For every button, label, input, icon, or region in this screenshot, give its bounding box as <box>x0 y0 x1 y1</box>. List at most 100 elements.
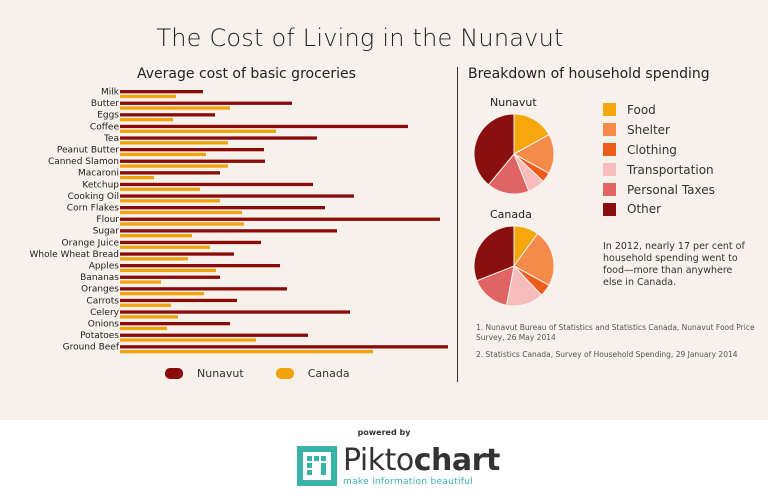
bar-canada <box>120 164 228 168</box>
bar-canada <box>120 303 171 307</box>
bar-canada <box>120 234 192 238</box>
category-label: Oranges <box>81 285 119 295</box>
pie-slice-shelter <box>513 232 555 286</box>
category-label: Eggs <box>97 111 119 121</box>
bar-nunavut <box>120 229 337 233</box>
category-label: Corn Flakes <box>67 204 120 214</box>
category-label: Orange Juice <box>62 238 120 248</box>
groceries-chart-title: Average cost of basic groceries <box>137 66 356 82</box>
bar-nunavut <box>120 264 280 268</box>
bar-nunavut <box>120 206 325 210</box>
source-note-2: 2. Statistics Canada, Survey of Househol… <box>476 350 738 359</box>
bar-nunavut <box>120 287 287 291</box>
bar-nunavut <box>120 171 220 175</box>
bar-nunavut <box>120 310 350 314</box>
pie-legend: Food Shelter Clothing Transportation Per… <box>603 100 715 219</box>
category-label: Coffee <box>90 122 120 132</box>
category-label: Celery <box>90 308 120 318</box>
other-swatch <box>603 202 616 216</box>
bar-nunavut <box>120 182 313 187</box>
pie-legend-label: Food <box>627 102 656 117</box>
pie-legend-item: Transportation <box>603 160 715 180</box>
bar-nunavut <box>120 298 237 303</box>
poster-title: The Cost of Living in the Nunavut <box>156 24 564 52</box>
bar-canada <box>120 292 204 296</box>
bar-canada <box>120 141 228 145</box>
bar-nunavut <box>120 240 261 245</box>
pie-legend-item: Other <box>603 199 715 219</box>
bar-nunavut <box>120 345 448 349</box>
bar-canada <box>120 187 200 191</box>
infographic-poster: The Cost of Living in the Nunavut Averag… <box>0 0 768 420</box>
bar-canada <box>120 106 230 110</box>
bar-canada <box>120 245 210 249</box>
bar-canada <box>120 280 161 284</box>
food-spending-note: In 2012, nearly 17 per cent of household… <box>603 241 745 288</box>
bar-nunavut <box>120 159 265 163</box>
powered-by-text: powered by <box>357 428 411 437</box>
bar-canada <box>120 350 373 354</box>
bar-nunavut <box>120 275 220 279</box>
pie-legend-label: Shelter <box>627 122 670 137</box>
shelter-swatch <box>603 123 616 137</box>
bar-canada <box>120 152 206 157</box>
category-label: Bananas <box>80 273 119 283</box>
canada-swatch <box>275 368 294 379</box>
legend-nunavut: Nunavut <box>197 367 244 380</box>
bar-nunavut <box>120 148 264 152</box>
bar-canada <box>120 176 154 180</box>
category-label: Peanut Butter <box>57 146 119 156</box>
pie-chart-canada <box>473 225 555 307</box>
piktochart-logo[interactable]: Piktochart make information beautiful <box>297 443 500 487</box>
category-label: Ketchup <box>82 180 119 190</box>
bar-canada <box>120 94 176 99</box>
bar-nunavut <box>120 333 308 337</box>
brand-tagline: make information beautiful <box>343 477 474 487</box>
category-label: Tea <box>103 134 119 144</box>
category-label: Cooking Oil <box>68 192 119 202</box>
bar-nunavut <box>120 113 215 117</box>
bar-canada <box>120 257 188 261</box>
category-label: Ground Beef <box>63 343 120 353</box>
pie-label-canada: Canada <box>490 208 532 221</box>
transportation-swatch <box>603 163 616 177</box>
pie-slice-food <box>513 113 550 155</box>
category-label: Macaroni <box>78 169 119 179</box>
pie-legend-label: Clothing <box>627 142 677 157</box>
category-label: Milk <box>101 88 120 98</box>
bar-canada <box>120 338 256 342</box>
bar-nunavut <box>120 217 440 221</box>
bar-legend: Nunavut Canada <box>165 367 350 380</box>
pie-legend-label: Transportation <box>627 162 714 177</box>
pie-slice-other <box>473 113 515 186</box>
category-label: Sugar <box>93 227 120 237</box>
column-divider <box>457 67 458 382</box>
bar-canada <box>120 326 167 331</box>
pie-legend-item: Food <box>603 100 715 120</box>
category-label: Potatoes <box>80 331 119 341</box>
bar-nunavut <box>120 124 408 129</box>
personal-taxes-swatch <box>603 183 616 196</box>
nunavut-swatch <box>165 368 183 379</box>
bar-canada <box>120 118 173 122</box>
bar-nunavut <box>120 136 317 140</box>
bar-canada <box>120 315 178 319</box>
piktochart-logo-icon <box>297 446 337 486</box>
category-label: Canned Slamon <box>48 157 119 167</box>
bar-canada <box>120 129 276 133</box>
bar-nunavut <box>120 322 230 326</box>
bar-canada <box>120 210 242 215</box>
category-label: Butter <box>91 99 119 109</box>
bar-nunavut <box>120 90 203 94</box>
category-label: Carrots <box>86 296 119 306</box>
pie-label-nunavut: Nunavut <box>490 96 537 109</box>
brand-name: Piktochart <box>343 443 500 478</box>
pie-chart-nunavut <box>473 113 555 195</box>
bar-canada <box>120 268 216 273</box>
pie-legend-item: Personal Taxes <box>603 180 715 200</box>
pie-legend-label: Other <box>627 202 662 217</box>
spending-chart-title: Breakdown of household spending <box>468 66 710 82</box>
pie-legend-item: Clothing <box>603 140 715 160</box>
clothing-swatch <box>603 143 616 157</box>
